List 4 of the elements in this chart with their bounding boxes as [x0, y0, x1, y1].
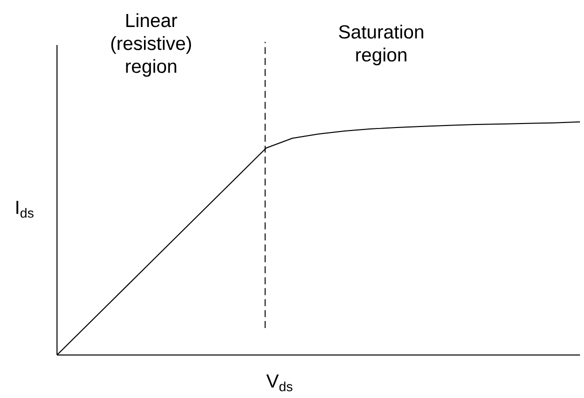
- y-axis-title: I$_{ds}$: [16, 200, 34, 218]
- text: Saturation region: [338, 24, 424, 66]
- text: Linear (resistive) region: [111, 13, 191, 77]
- x-axis-title: V$_{ds}$: [266, 374, 292, 392]
